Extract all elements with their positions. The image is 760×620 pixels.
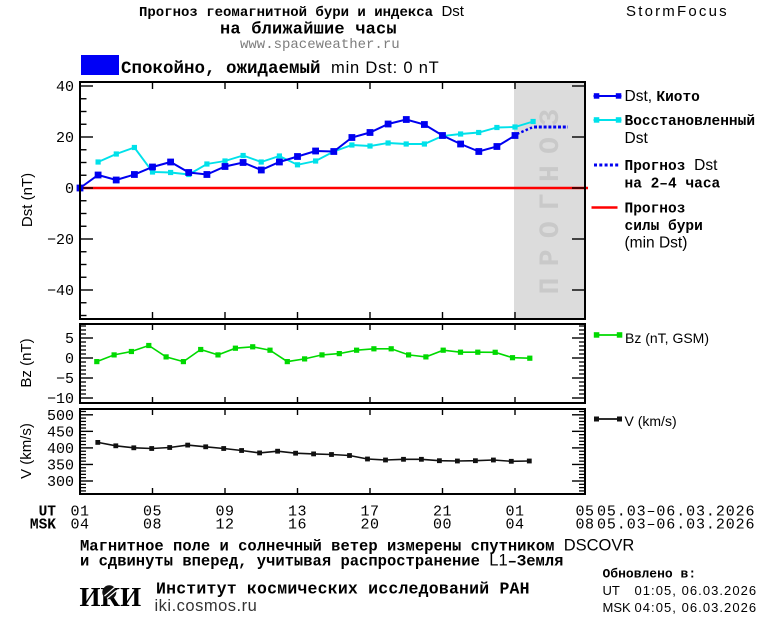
svg-text:12: 12 — [215, 517, 234, 534]
svg-text:iki.cosmos.ru: iki.cosmos.ru — [155, 597, 258, 615]
svg-text:Магнитное поле и солнечный вет: Магнитное поле и солнечный ветер измерен… — [80, 537, 634, 556]
svg-text:Институт космических исследова: Институт космических исследований РАН — [156, 580, 530, 599]
svg-text:05: 05 — [575, 504, 594, 521]
svg-text:Обновлено в:: Обновлено в: — [603, 567, 697, 582]
svg-text:и сдвинуты вперед, учитывая ра: и сдвинуты вперед, учитывая распростране… — [80, 552, 563, 571]
svg-text:01: 01 — [505, 504, 524, 521]
svg-text:MSK: MSK — [30, 518, 56, 534]
svg-text:Прогноз геомагнитной бури и ин: Прогноз геомагнитной бури и индекса Dst — [139, 3, 465, 21]
svg-text:−5: −5 — [56, 371, 74, 388]
svg-text:5: 5 — [65, 331, 74, 348]
svg-text:V (km/s): V (km/s) — [625, 413, 677, 429]
svg-text:Восстановленный: Восстановленный — [625, 114, 756, 130]
svg-text:17: 17 — [360, 504, 379, 521]
svg-text:Спокойно, ожидаемый min Dst: 0: Спокойно, ожидаемый min Dst: 0 nT — [121, 59, 440, 79]
svg-text:21: 21 — [433, 504, 452, 521]
svg-text:Прогноз Dst: Прогноз Dst — [625, 157, 719, 175]
svg-text:08: 08 — [143, 517, 162, 534]
svg-text:350: 350 — [47, 457, 74, 474]
svg-text:UT: UT — [603, 583, 620, 598]
svg-text:на 2–4 часа: на 2–4 часа — [625, 177, 721, 193]
svg-text:Dst, Киото: Dst, Киото — [625, 88, 701, 106]
svg-text:UT: UT — [39, 505, 57, 521]
svg-text:0: 0 — [65, 351, 74, 368]
svg-text:05.03–06.03.2026: 05.03–06.03.2026 — [597, 517, 755, 534]
svg-text:на ближайшие часы: на ближайшие часы — [220, 21, 397, 40]
svg-text:www.spaceweather.ru: www.spaceweather.ru — [240, 37, 400, 53]
svg-text:400: 400 — [47, 441, 74, 458]
svg-text:08: 08 — [575, 517, 594, 534]
svg-text:0: 0 — [65, 181, 74, 198]
svg-text:Bz (nT, GSM): Bz (nT, GSM) — [625, 330, 709, 346]
svg-text:20: 20 — [360, 517, 379, 534]
svg-text:Dst (nT): Dst (nT) — [19, 173, 36, 227]
svg-text:40: 40 — [56, 79, 74, 96]
svg-text:04: 04 — [70, 517, 89, 534]
svg-text:450: 450 — [47, 424, 74, 441]
svg-text:01:05, 06.03.2026: 01:05, 06.03.2026 — [635, 583, 758, 598]
svg-text:04:05, 06.03.2026: 04:05, 06.03.2026 — [635, 600, 758, 615]
svg-text:−40: −40 — [47, 283, 74, 300]
svg-text:09: 09 — [215, 504, 234, 521]
svg-text:Bz (nT): Bz (nT) — [18, 338, 35, 387]
svg-text:16: 16 — [288, 517, 307, 534]
svg-text:−10: −10 — [47, 391, 74, 408]
svg-text:(min Dst): (min Dst) — [625, 235, 688, 252]
svg-text:V (km/s): V (km/s) — [18, 423, 35, 479]
svg-text:00: 00 — [433, 517, 452, 534]
svg-text:500: 500 — [47, 408, 74, 425]
svg-text:01: 01 — [70, 504, 89, 521]
svg-text:−20: −20 — [47, 232, 74, 249]
svg-text:Прогноз: Прогноз — [625, 202, 686, 218]
svg-text:20: 20 — [56, 130, 74, 147]
svg-text:StormFocus: StormFocus — [626, 3, 729, 20]
svg-text:ПРОГНОЗ: ПРОГНОЗ — [536, 98, 567, 295]
svg-text:силы бури: силы бури — [625, 219, 703, 235]
svg-text:13: 13 — [288, 504, 307, 521]
svg-text:Dst: Dst — [625, 130, 649, 147]
svg-text:05.03–06.03.2026: 05.03–06.03.2026 — [597, 504, 755, 521]
svg-text:05: 05 — [143, 504, 162, 521]
svg-text:MSK: MSK — [603, 600, 632, 615]
svg-text:04: 04 — [505, 517, 524, 534]
svg-text:300: 300 — [47, 474, 74, 491]
